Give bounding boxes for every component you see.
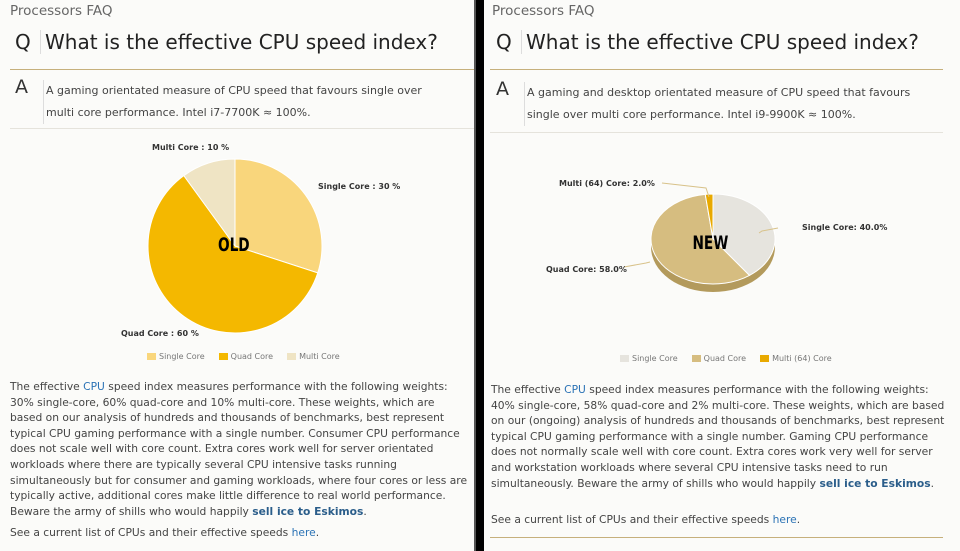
pie-label: Quad Core: 58.0% bbox=[546, 265, 627, 274]
divider bbox=[10, 69, 474, 70]
body-text: The effective CPU speed index measures p… bbox=[491, 383, 945, 490]
leader-line bbox=[758, 227, 779, 234]
divider bbox=[490, 537, 943, 538]
divider bbox=[10, 128, 474, 129]
cpu-link[interactable]: CPU bbox=[83, 380, 105, 393]
here-link[interactable]: here bbox=[772, 513, 797, 526]
pie-slice-multi-core[interactable] bbox=[183, 158, 236, 248]
breadcrumb[interactable]: Processors FAQ bbox=[10, 3, 113, 19]
leader-line bbox=[623, 261, 651, 268]
legend: Single Core Quad Core Multi (64) Core bbox=[620, 354, 832, 363]
legend: Single Core Quad Core Multi Core bbox=[147, 352, 340, 361]
pie-label: Single Core : 30 % bbox=[318, 182, 401, 191]
new-stamp: NEW bbox=[692, 232, 729, 254]
legend-item[interactable]: Single Core bbox=[620, 354, 678, 363]
old-faq-panel: Processors FAQ Q What is the effective CP… bbox=[0, 0, 476, 551]
legend-item[interactable]: Quad Core bbox=[691, 354, 746, 363]
body-text: The effective CPU speed index measures p… bbox=[10, 380, 468, 518]
pie-slice-single-core[interactable] bbox=[712, 193, 776, 277]
pie-label: Multi (64) Core: 2.0% bbox=[559, 179, 655, 188]
legend-item[interactable]: Single Core bbox=[147, 352, 205, 361]
new-faq-panel: Processors FAQ Q What is the effective CP… bbox=[484, 0, 960, 551]
pie-slice-single-core[interactable] bbox=[234, 158, 323, 274]
question-text: What is the effective CPU speed index? bbox=[45, 30, 438, 54]
pie-slice-quad-core[interactable] bbox=[650, 193, 751, 285]
legend-item[interactable]: Multi Core bbox=[287, 352, 340, 361]
pie-label: Quad Core : 60 % bbox=[121, 329, 199, 338]
leader-line bbox=[661, 182, 710, 198]
see-list-text: See a current list of CPUs and their eff… bbox=[491, 513, 801, 526]
new-pie-chart bbox=[623, 182, 779, 292]
pie-slice-multi-64-core[interactable] bbox=[704, 193, 714, 240]
question-text: What is the effective CPU speed index? bbox=[526, 30, 919, 54]
a-letter: A bbox=[15, 76, 28, 98]
divider bbox=[490, 132, 943, 133]
legend-item[interactable]: Quad Core bbox=[218, 352, 273, 361]
answer-text: A gaming and desktop orientated measure … bbox=[524, 82, 934, 126]
eskimos-link[interactable]: sell ice to Eskimos bbox=[252, 504, 364, 518]
old-stamp: OLD bbox=[217, 234, 250, 256]
question: Q What is the effective CPU speed index? bbox=[496, 30, 919, 54]
pie-slice-quad-core[interactable] bbox=[147, 174, 319, 334]
here-link[interactable]: here bbox=[291, 526, 316, 539]
question: Q What is the effective CPU speed index? bbox=[15, 30, 438, 54]
divider bbox=[490, 69, 943, 70]
pie-label: Multi Core : 10 % bbox=[152, 143, 230, 152]
answer-text: A gaming orientated measure of CPU speed… bbox=[43, 80, 453, 124]
pie-label: Single Core: 40.0% bbox=[802, 223, 888, 232]
old-pie-chart bbox=[147, 158, 323, 334]
breadcrumb[interactable]: Processors FAQ bbox=[492, 3, 595, 19]
see-list-text: See a current list of CPUs and their eff… bbox=[10, 526, 320, 539]
legend-item[interactable]: Multi (64) Core bbox=[760, 354, 832, 363]
cpu-link[interactable]: CPU bbox=[564, 383, 586, 396]
q-letter: Q bbox=[496, 30, 522, 54]
eskimos-link[interactable]: sell ice to Eskimos bbox=[819, 476, 931, 490]
a-letter: A bbox=[496, 78, 509, 100]
q-letter: Q bbox=[15, 30, 41, 54]
